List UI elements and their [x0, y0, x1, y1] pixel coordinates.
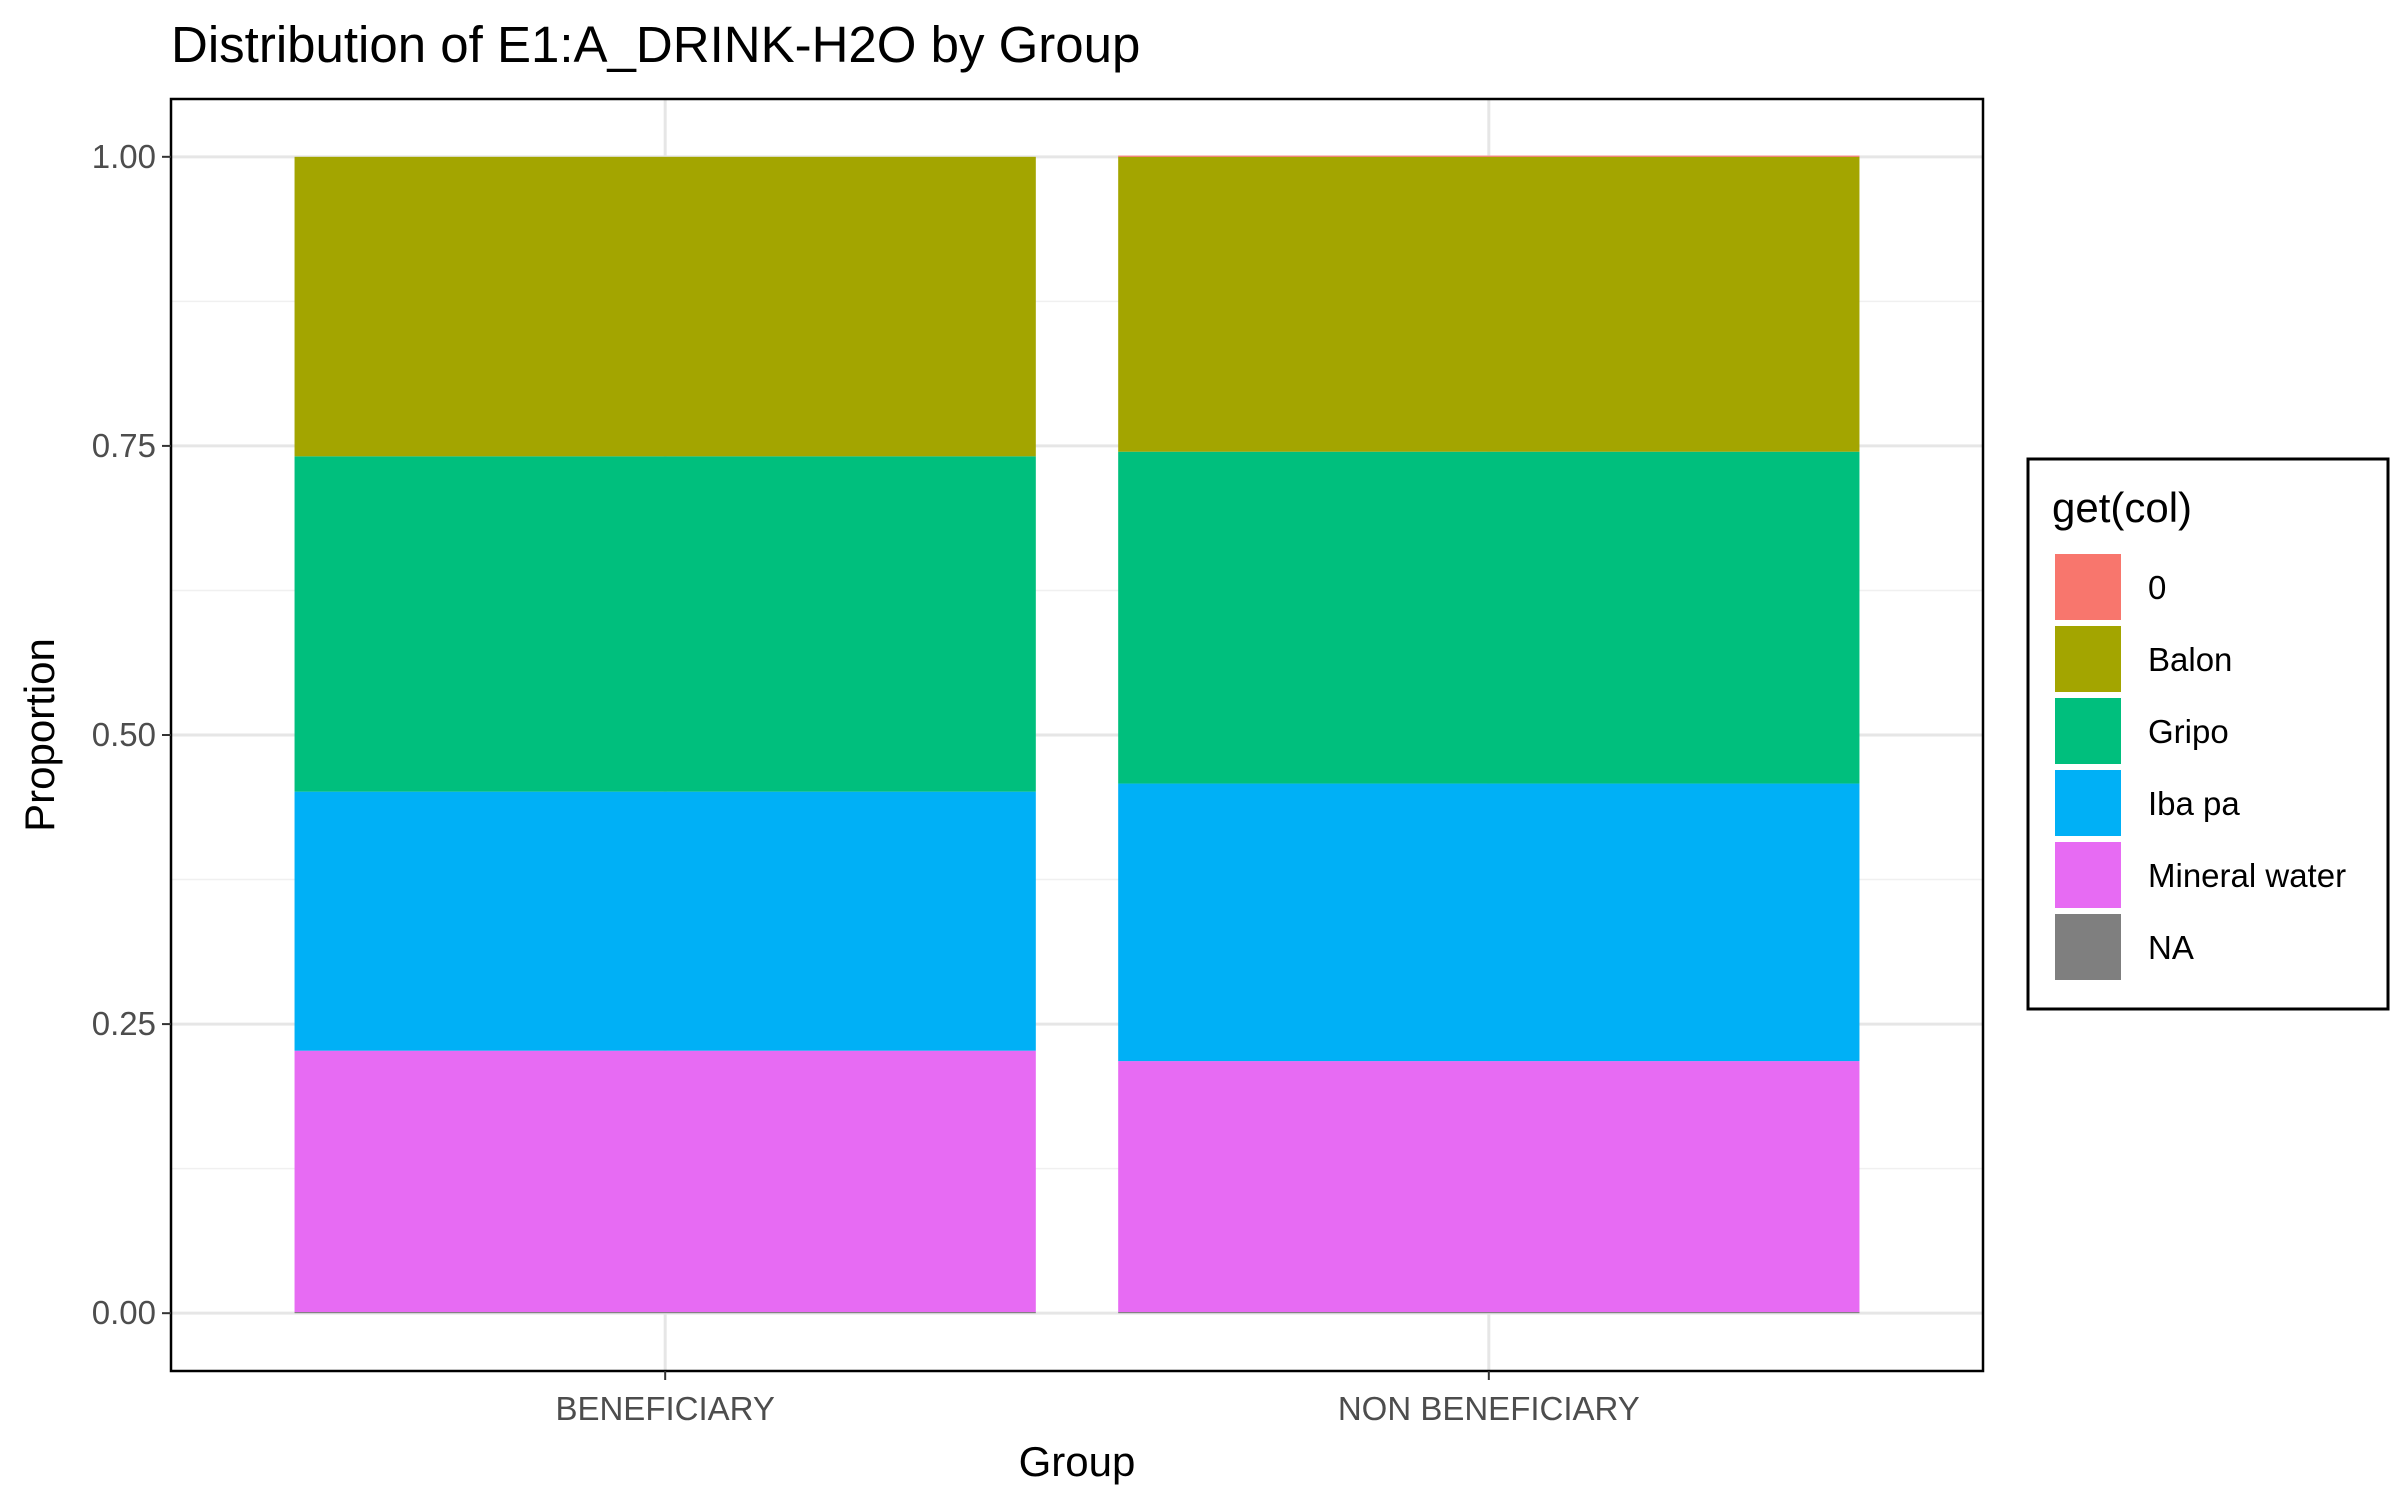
bar-segment-gripo: [1118, 451, 1860, 784]
legend-items: 0 Balon Gripo Iba pa Mineral water NA: [2055, 554, 2346, 980]
legend: get(col) 0 Balon Gripo Iba pa Mineral water N…: [2026, 457, 2390, 1011]
bar-segment-mineral-water: [1118, 1061, 1860, 1313]
chart-title: Distribution of E1:A_DRINK-H2O by Group: [171, 16, 1140, 73]
bar-segment-mineral-water: [294, 1050, 1036, 1313]
y-tick-label: 0.75: [92, 427, 156, 464]
legend-key-balon: [2055, 626, 2121, 692]
x-tick-label: NON BENEFICIARY: [1338, 1390, 1640, 1427]
legend-key-mineral-water: [2055, 842, 2121, 908]
bar-segment-iba-pa: [294, 791, 1036, 1051]
legend-title: get(col): [2052, 484, 2192, 531]
x-axis-ticks: BENEFICIARY NON BENEFICIARY: [555, 1371, 1640, 1427]
y-tick-label: 0.50: [92, 716, 156, 753]
y-axis-ticks: 0.00 0.25 0.50 0.75 1.00: [92, 138, 171, 1331]
legend-label: 0: [2148, 569, 2166, 606]
bar-segment-na: [1118, 1312, 1860, 1314]
legend-label: Gripo: [2148, 713, 2229, 750]
bar-segment-balon: [294, 156, 1036, 457]
legend-key-gripo: [2055, 698, 2121, 764]
y-tick-label: 1.00: [92, 138, 156, 175]
y-tick-label: 0.25: [92, 1005, 156, 1042]
legend-key-na: [2055, 914, 2121, 980]
legend-label: Iba pa: [2148, 785, 2240, 822]
bar-segment-na: [294, 1312, 1036, 1314]
legend-key-iba-pa: [2055, 770, 2121, 836]
legend-label: Mineral water: [2148, 857, 2346, 894]
bar-segment-gripo: [294, 456, 1036, 792]
bar-segment-balon: [1118, 156, 1860, 452]
legend-key-0: [2055, 554, 2121, 620]
x-axis-title: Group: [1019, 1438, 1136, 1485]
bars: [294, 155, 1860, 1314]
y-tick-label: 0.00: [92, 1294, 156, 1331]
y-axis-title: Proportion: [16, 638, 63, 832]
bar-segment-iba-pa: [1118, 783, 1860, 1062]
legend-label: Balon: [2148, 641, 2232, 678]
legend-label: NA: [2148, 929, 2194, 966]
x-tick-label: BENEFICIARY: [555, 1390, 774, 1427]
bar-segment-0: [1118, 155, 1860, 157]
